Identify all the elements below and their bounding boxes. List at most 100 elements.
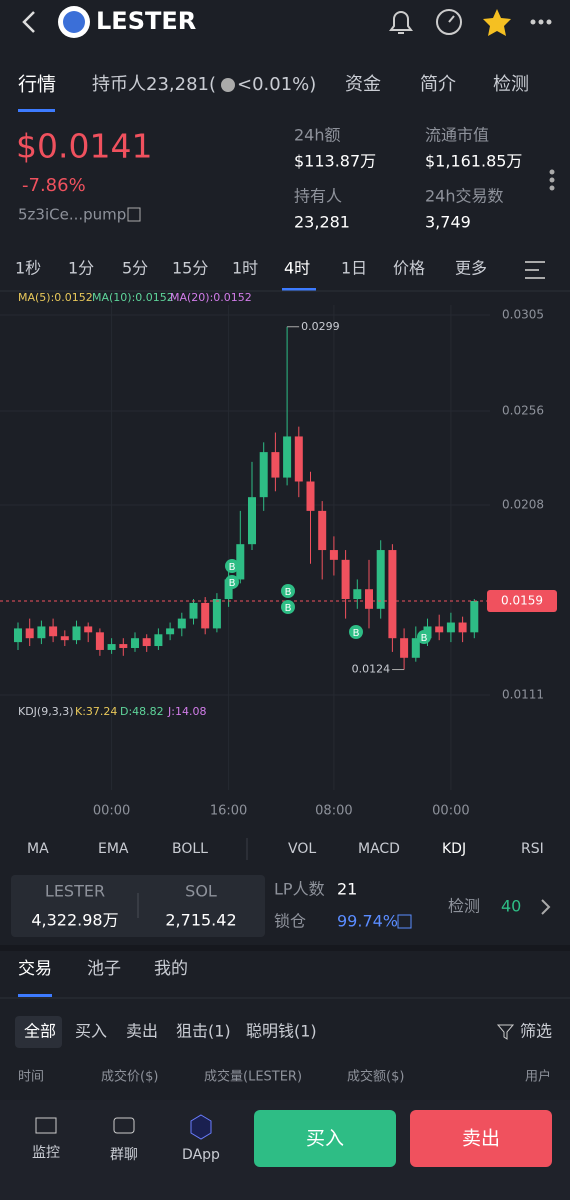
- tab[interactable]: 资金: [345, 74, 381, 95]
- indicator[interactable]: EMA: [98, 841, 129, 857]
- column-label: 成交量(LESTER): [204, 1069, 302, 1085]
- chat-icon[interactable]: [113, 1117, 135, 1134]
- indicator[interactable]: RSI: [521, 841, 544, 857]
- x-tick-label: 16:00: [210, 804, 247, 819]
- candle-body: [212, 599, 221, 629]
- indicator[interactable]: VOL: [288, 841, 316, 857]
- nav-label[interactable]: DApp: [182, 1147, 220, 1163]
- interval[interactable]: 价格: [393, 259, 425, 278]
- interval[interactable]: 更多: [455, 259, 487, 278]
- buy-marker: [417, 630, 431, 644]
- column-label: 用户: [525, 1069, 551, 1085]
- filter[interactable]: 狙击(1): [176, 1022, 231, 1041]
- gauge-icon[interactable]: [436, 9, 462, 35]
- indicator[interactable]: KDJ: [442, 841, 466, 857]
- candle-body: [259, 452, 268, 498]
- candle-body: [294, 436, 303, 482]
- monitor-icon[interactable]: [35, 1117, 57, 1134]
- interval[interactable]: 1分: [68, 259, 94, 278]
- last-price-label: 0.0159: [501, 593, 543, 607]
- candle-body: [131, 638, 139, 648]
- favorite-star[interactable]: [483, 9, 511, 36]
- kdj-legend: K:37.24: [75, 705, 117, 718]
- bell-icon[interactable]: [389, 11, 413, 34]
- dapp-icon[interactable]: [190, 1114, 212, 1140]
- trade-tab[interactable]: 交易: [18, 959, 52, 979]
- interval[interactable]: 15分: [172, 259, 208, 278]
- more-icon[interactable]: [530, 19, 552, 25]
- candle-body: [119, 644, 128, 648]
- pool-amount: 2,715.42: [165, 911, 236, 930]
- tab[interactable]: 简介: [420, 74, 456, 95]
- rat-icon: [221, 78, 235, 92]
- interval[interactable]: 1时: [232, 259, 258, 278]
- candle-body: [236, 544, 245, 580]
- trade-tab[interactable]: 池子: [87, 959, 121, 979]
- sell-label[interactable]: 卖出: [462, 1128, 500, 1150]
- buy-button[interactable]: [254, 1110, 396, 1167]
- check-label[interactable]: 检测: [448, 897, 480, 916]
- nav-label[interactable]: 监控: [32, 1145, 60, 1161]
- pool-token: LESTER: [45, 882, 105, 901]
- interval[interactable]: 4时: [284, 259, 310, 278]
- candle-body: [446, 622, 455, 633]
- tab[interactable]: 持币人23,281(: [92, 74, 216, 95]
- filter[interactable]: 卖出: [126, 1022, 158, 1041]
- filter-button[interactable]: 筛选: [520, 1022, 552, 1041]
- candle-body: [37, 626, 46, 639]
- filter[interactable]: 全部: [24, 1022, 56, 1041]
- column-label: 时间: [18, 1070, 44, 1085]
- tab[interactable]: 行情: [18, 74, 56, 96]
- filter[interactable]: 聪明钱(1): [246, 1022, 317, 1041]
- nav-label[interactable]: 群聊: [110, 1147, 138, 1163]
- last-price-tag: [487, 589, 557, 612]
- candle-body: [365, 589, 373, 609]
- candle-body: [388, 550, 397, 639]
- link-icon[interactable]: [397, 914, 412, 929]
- candle-body: [177, 618, 186, 629]
- indicator[interactable]: MA: [27, 841, 49, 857]
- filter-icon[interactable]: [496, 1024, 515, 1040]
- trade-tab[interactable]: 我的: [154, 959, 188, 979]
- indicator[interactable]: BOLL: [172, 841, 208, 857]
- chevron[interactable]: [541, 899, 551, 915]
- price-change: -7.86%: [22, 175, 86, 196]
- candle-chart: 0.0305 0.0256 0.0208 0.0111 00:00 16:00 08:00 0…: [0, 305, 557, 819]
- indicator[interactable]: MACD: [358, 841, 400, 857]
- lock-label: 锁仓: [274, 912, 306, 931]
- chart-settings[interactable]: [525, 261, 545, 279]
- candle-body: [84, 626, 93, 633]
- max-label: 0.0299: [301, 320, 340, 333]
- candle-body: [353, 589, 362, 600]
- min-label: 0.0124: [352, 663, 391, 676]
- interval[interactable]: 5分: [122, 259, 148, 278]
- filter[interactable]: 买入: [75, 1022, 107, 1041]
- section-gap: [0, 945, 570, 951]
- candle-body: [376, 550, 385, 609]
- stat-value: $113.87万: [294, 152, 376, 171]
- interval[interactable]: 1秒: [15, 259, 41, 278]
- candle-body: [435, 626, 444, 633]
- vertical-more[interactable]: [549, 169, 555, 191]
- candle-body: [224, 579, 233, 600]
- x-tick-label: 00:00: [432, 804, 469, 819]
- sell-button[interactable]: [410, 1110, 552, 1167]
- candle-body: [72, 626, 81, 641]
- stat-value: 23,281: [294, 213, 350, 232]
- lp-value: 21: [337, 880, 357, 899]
- interval[interactable]: 1日: [341, 259, 367, 278]
- lock-value: 99.74%: [337, 912, 398, 931]
- address: 5z3iCe...pump: [18, 206, 126, 224]
- tab[interactable]: <0.01%): [237, 74, 316, 95]
- copy-icon[interactable]: [127, 207, 141, 222]
- back-button[interactable]: [22, 11, 35, 33]
- kdj-legend: KDJ(9,3,3): [18, 705, 74, 718]
- x-tick-label: 08:00: [315, 804, 352, 819]
- buy-marker-label: B: [285, 603, 292, 614]
- candle-body: [248, 497, 256, 545]
- tab[interactable]: 检测: [493, 74, 529, 95]
- buy-label[interactable]: 买入: [306, 1128, 344, 1150]
- token-title: LESTER: [96, 7, 196, 35]
